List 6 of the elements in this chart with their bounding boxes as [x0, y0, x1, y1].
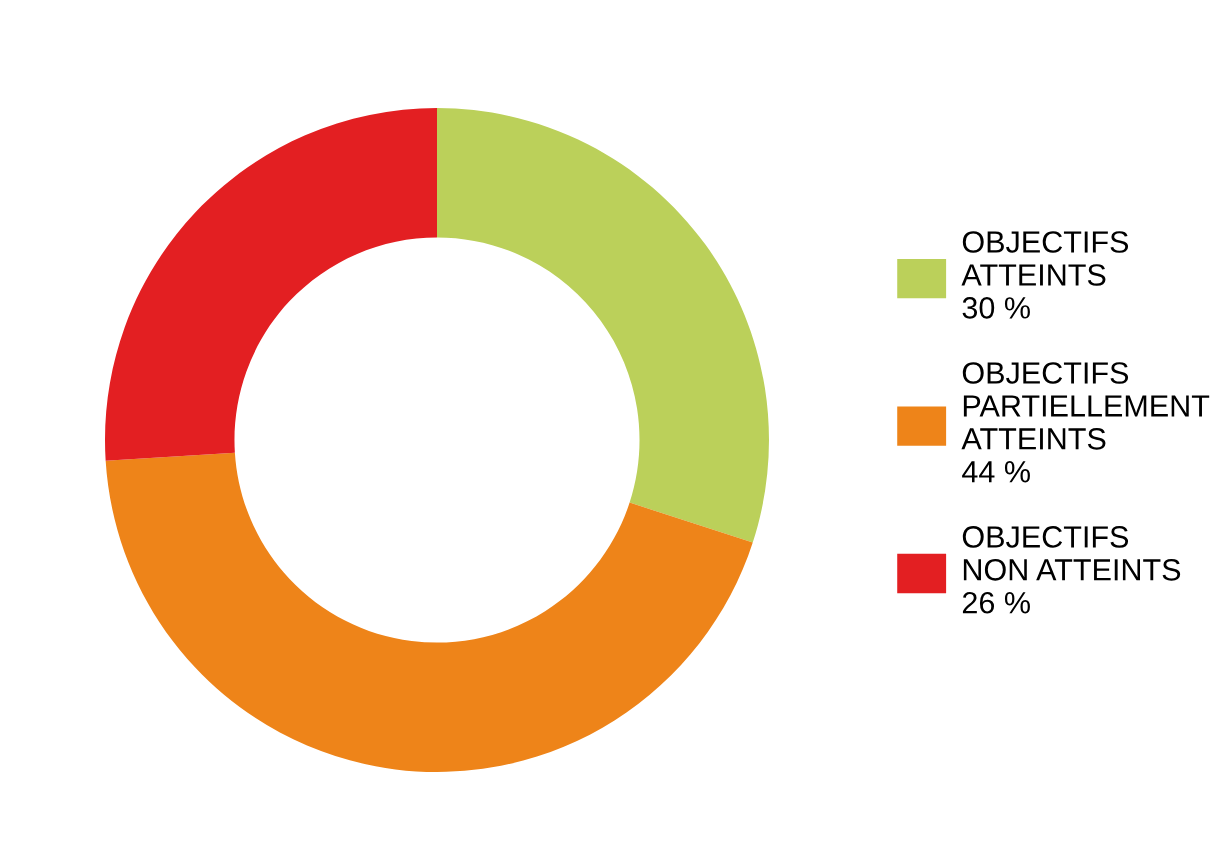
legend-label: OBJECTIFS NON ATTEINTS [962, 526, 1181, 581]
data-label: 30 % [962, 297, 1030, 319]
legend-label: OBJECTIFS ATTEINTS [961, 231, 1129, 286]
legend-label: OBJECTIFS PARTIELLEMENT ATTEINTS [961, 362, 1210, 450]
data-label: 26 % [962, 591, 1030, 614]
data-label: 44 % [962, 461, 1030, 483]
